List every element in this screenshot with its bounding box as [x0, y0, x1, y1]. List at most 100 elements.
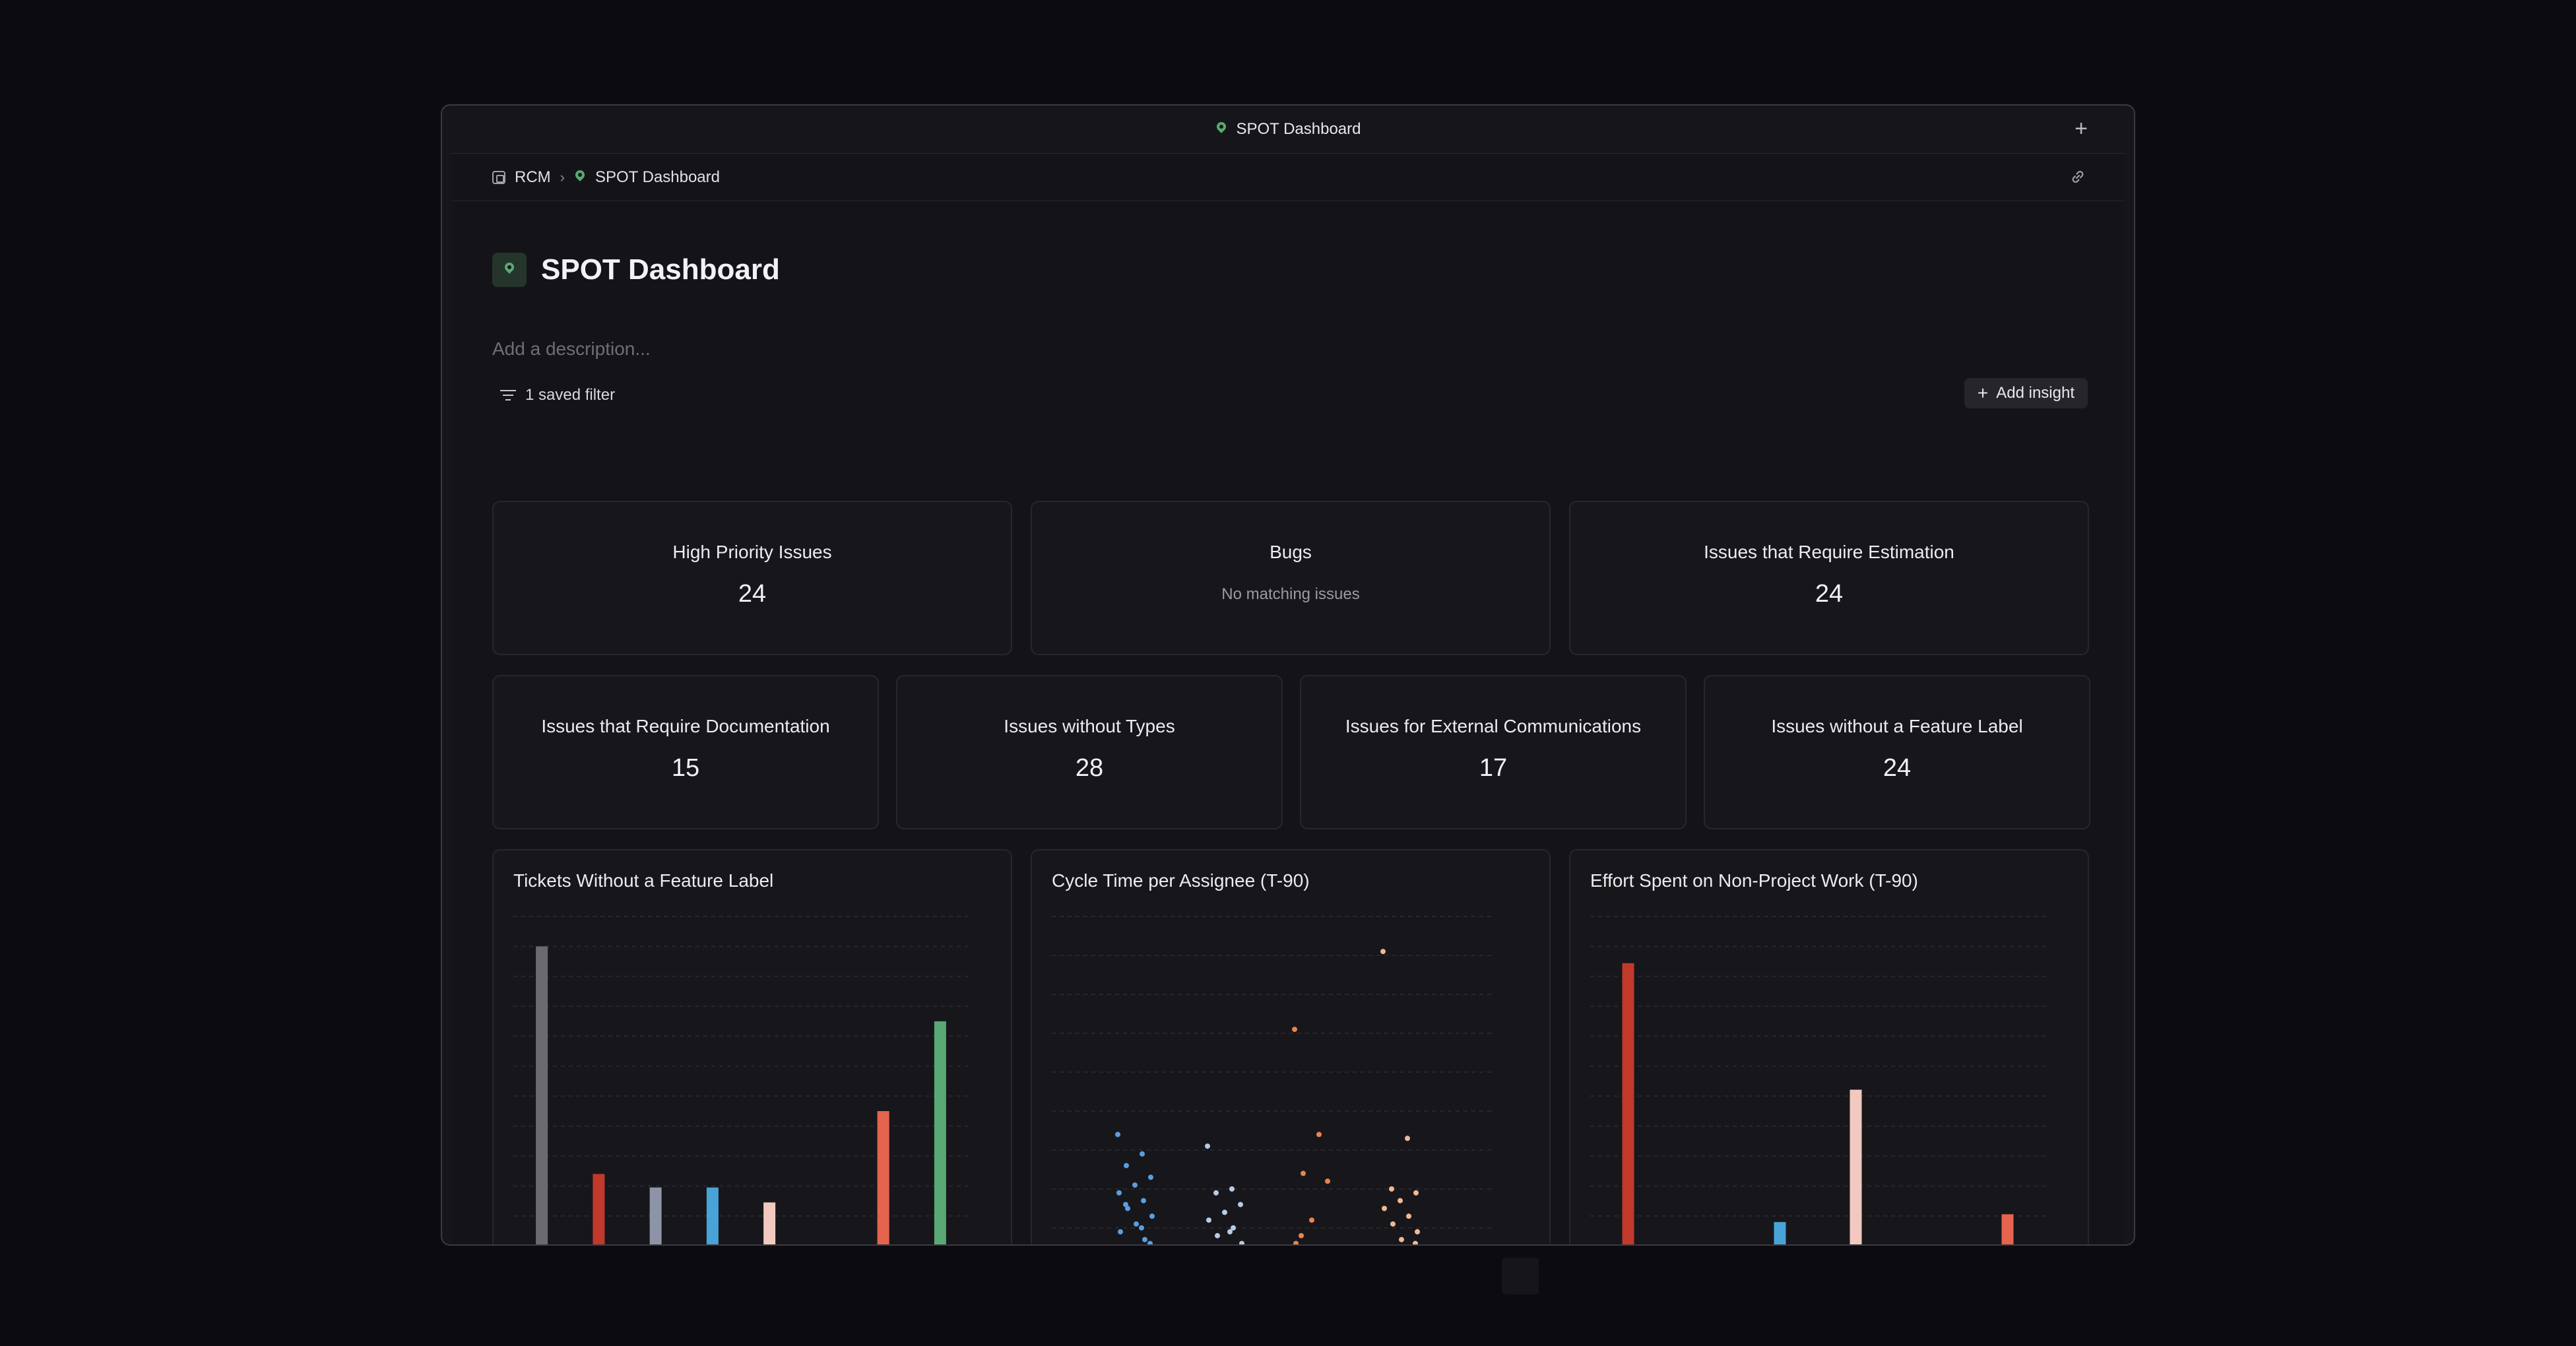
scatter-point: [1205, 1143, 1210, 1149]
stat-value: 24: [1883, 754, 1912, 782]
chart-bar: [2001, 1214, 2014, 1244]
scatter-point: [1325, 1178, 1330, 1184]
breadcrumb-current[interactable]: SPOT Dashboard: [595, 168, 720, 186]
map-pin-icon: [1215, 122, 1227, 137]
stat-value: 17: [1479, 754, 1508, 782]
saved-filter-button[interactable]: 1 saved filter: [500, 386, 615, 404]
stat-empty-text: No matching issues: [1221, 585, 1360, 603]
scatter-point: [1238, 1202, 1243, 1207]
breadcrumb-separator: ›: [560, 168, 565, 185]
scatter-point: [1399, 1236, 1404, 1242]
chart-bar: [877, 1111, 889, 1244]
stat-card-high-priority[interactable]: High Priority Issues 24: [492, 501, 1012, 655]
title-bar: SPOT Dashboard +: [442, 106, 2134, 153]
scatter-point: [1398, 1198, 1403, 1203]
scatter-point: [1142, 1236, 1147, 1242]
link-icon[interactable]: [2068, 168, 2088, 188]
stat-card-without-feature-label[interactable]: Issues without a Feature Label 24: [1704, 675, 2090, 829]
stat-title: Issues that Require Documentation: [541, 716, 830, 736]
scatter-point: [1229, 1186, 1235, 1192]
scatter-point: [1215, 1233, 1220, 1238]
stat-value: 28: [1075, 754, 1104, 782]
stat-card-documentation[interactable]: Issues that Require Documentation 15: [492, 675, 879, 829]
scatter-point: [1116, 1190, 1122, 1196]
chart-bar: [1622, 963, 1634, 1244]
scatter-point: [1126, 1245, 1132, 1246]
bar-chart: [513, 916, 969, 1244]
scatter-point: [1415, 1229, 1420, 1234]
stat-title: Bugs: [1270, 542, 1312, 562]
stat-card-bugs[interactable]: Bugs No matching issues: [1031, 501, 1551, 655]
chart-bar: [763, 1202, 776, 1244]
scatter-point: [1124, 1163, 1129, 1169]
stat-card-estimation[interactable]: Issues that Require Estimation 24: [1569, 501, 2089, 655]
stat-value: 24: [1815, 580, 1844, 608]
chart-bar: [649, 1187, 662, 1244]
chart-title: Tickets Without a Feature Label: [513, 870, 774, 891]
scatter-point: [1301, 1170, 1306, 1176]
scatter-point: [1231, 1225, 1236, 1231]
window-title: SPOT Dashboard: [1215, 120, 1361, 139]
scatter-point: [1293, 1240, 1299, 1244]
scatter-point: [1309, 1217, 1314, 1223]
stat-title: High Priority Issues: [672, 542, 832, 562]
plus-icon: +: [1977, 383, 1989, 403]
chart-bar: [1850, 1089, 1862, 1244]
new-tab-button[interactable]: +: [2075, 116, 2088, 141]
stat-value: 24: [738, 580, 767, 608]
chart-bar: [536, 946, 548, 1244]
chart-card-cycle-time[interactable]: Cycle Time per Assignee (T-90): [1031, 849, 1551, 1246]
stat-card-without-types[interactable]: Issues without Types 28: [896, 675, 1283, 829]
chart-title: Cycle Time per Assignee (T-90): [1052, 870, 1310, 891]
scatter-point: [1132, 1182, 1138, 1188]
main-content: RCM › SPOT Dashboard SPOT Dashboard Add …: [451, 153, 2125, 1244]
scatter-point: [1149, 1213, 1155, 1219]
scatter-point: [1147, 1240, 1153, 1244]
scatter-point: [1123, 1202, 1128, 1207]
scatter-chart: [1052, 916, 1494, 1246]
chart-bar: [1774, 1222, 1786, 1244]
map-pin-icon: [503, 263, 515, 277]
add-insight-label: Add insight: [1996, 384, 2075, 402]
chart-card-effort-non-project[interactable]: Effort Spent on Non-Project Work (T-90): [1569, 849, 2089, 1244]
scatter-point: [1318, 1245, 1323, 1246]
scatter-point: [1115, 1132, 1120, 1138]
description-field[interactable]: Add a description...: [492, 338, 651, 359]
map-pin-icon: [574, 170, 586, 185]
dashboard-icon: [492, 253, 527, 287]
stat-title: Issues that Require Estimation: [1704, 542, 1954, 562]
scatter-point: [1413, 1190, 1419, 1196]
scatter-point: [1406, 1213, 1411, 1219]
app-window: SPOT Dashboard + RCM › SPOT Dashboard SP…: [441, 104, 2135, 1246]
scatter-point: [1316, 1132, 1322, 1138]
stat-title: Issues without a Feature Label: [1771, 716, 2023, 736]
scatter-point: [1141, 1198, 1146, 1203]
page-title[interactable]: SPOT Dashboard: [541, 253, 780, 286]
chart-title: Effort Spent on Non-Project Work (T-90): [1590, 870, 1918, 891]
scatter-point: [1382, 1205, 1387, 1211]
scatter-point: [1299, 1233, 1304, 1238]
scatter-point: [1222, 1209, 1227, 1215]
page-header: SPOT Dashboard: [492, 253, 780, 287]
scatter-point: [1389, 1186, 1394, 1192]
add-insight-button[interactable]: + Add insight: [1964, 378, 2088, 408]
scatter-point: [1292, 1027, 1297, 1033]
stat-value: 15: [671, 754, 700, 782]
scatter-point: [1227, 1229, 1233, 1234]
window-title-text: SPOT Dashboard: [1236, 120, 1361, 138]
filter-icon: [500, 389, 516, 401]
scatter-point: [1239, 1240, 1244, 1244]
breadcrumb-workspace[interactable]: RCM: [515, 168, 551, 186]
scatter-point: [1148, 1174, 1153, 1180]
stat-card-external-comms[interactable]: Issues for External Communications 17: [1300, 675, 1687, 829]
scatter-point: [1380, 949, 1386, 955]
scatter-point: [1118, 1229, 1123, 1234]
scatter-point: [1140, 1151, 1145, 1157]
chart-bar: [934, 1021, 946, 1244]
chart-bar: [593, 1174, 605, 1244]
scatter-point: [1213, 1190, 1219, 1196]
chart-card-tickets-without-feature-label[interactable]: Tickets Without a Feature Label: [492, 849, 1012, 1244]
scatter-point: [1405, 1136, 1410, 1141]
scatter-point: [1206, 1217, 1211, 1223]
scatter-point: [1243, 1245, 1248, 1246]
